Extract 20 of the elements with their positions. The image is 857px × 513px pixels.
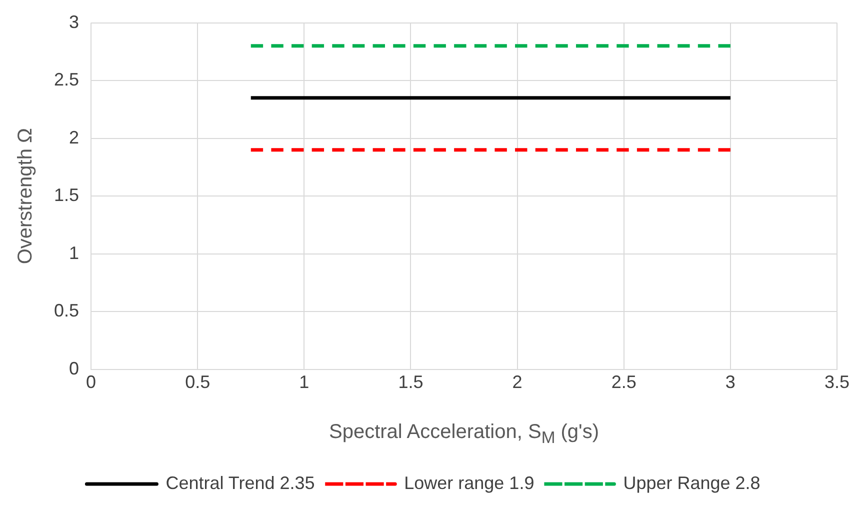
y-axis-title: Overstrength Ω	[14, 128, 37, 264]
x-tick-label: 1	[299, 372, 310, 392]
x-tick-label: 2	[512, 372, 522, 392]
legend-label: Central Trend 2.35	[166, 472, 315, 493]
y-tick-label: 2.5	[54, 70, 80, 90]
x-tick-label: 1.5	[398, 372, 424, 392]
legend-label: Upper Range 2.8	[623, 472, 760, 493]
x-tick-label: 3	[725, 372, 736, 392]
x-tick-label: 2.5	[611, 372, 636, 392]
y-tick-label: 1.5	[54, 185, 80, 206]
x-axis-title: Spectral Acceleration, S$_{M}$ (g's)	[328, 421, 600, 448]
x-tick-label: 0	[86, 372, 96, 392]
x-tick-label: 3.5	[824, 372, 850, 392]
y-tick-label: 0	[69, 358, 80, 378]
x-tick-label: 0.5	[185, 372, 210, 392]
y-tick-label: 2	[69, 127, 80, 148]
y-tick-label: 3	[69, 12, 80, 32]
legend-label: Lower range 1.9	[404, 472, 534, 493]
y-tick-label: 0.5	[54, 300, 80, 321]
y-tick-label: 1	[69, 242, 80, 263]
